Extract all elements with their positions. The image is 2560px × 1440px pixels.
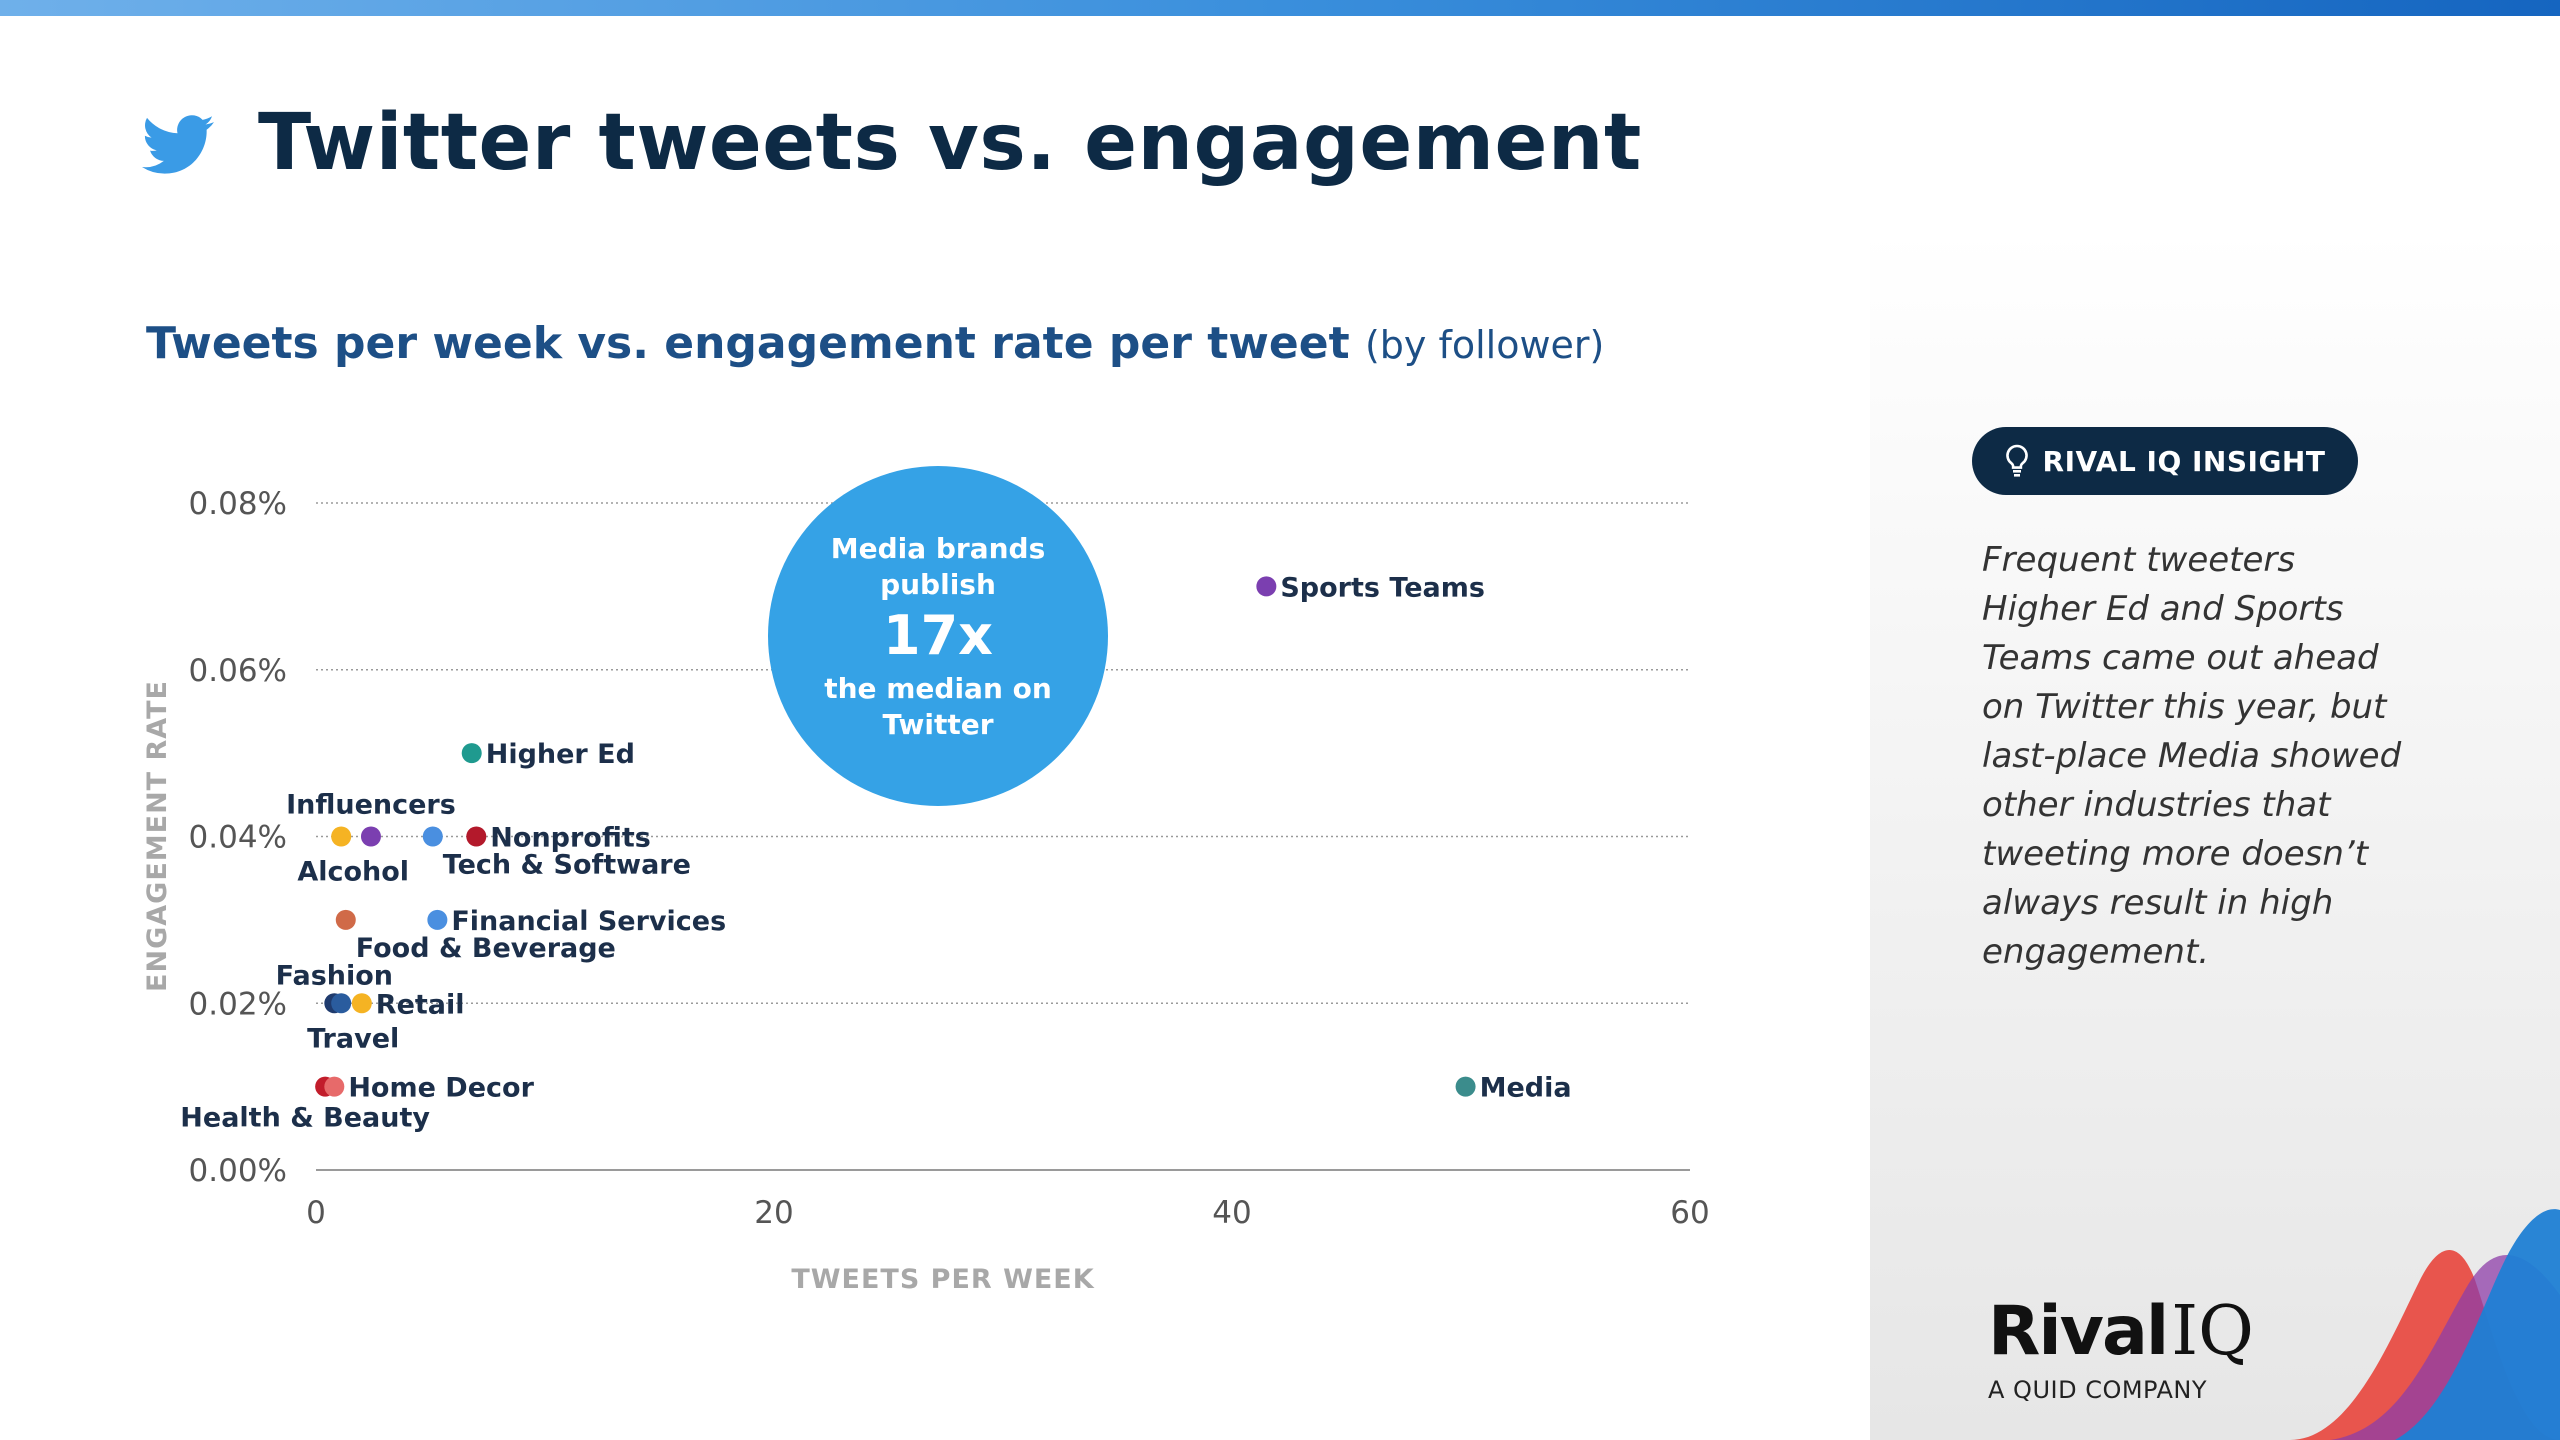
insight-text: Frequent tweeters Higher Ed and Sports T…: [1982, 540, 2402, 972]
data-point-label: Financial Services: [451, 906, 726, 937]
data-point: [461, 743, 482, 764]
insight-badge: RIVAL IQ INSIGHT: [1972, 427, 2358, 495]
chart-subtitle: Tweets per week vs. engagement rate per …: [146, 318, 1604, 369]
data-point-label: Nonprofits: [490, 823, 651, 854]
data-point: [422, 826, 443, 847]
callout-text-line2: publish: [880, 568, 996, 601]
y-tick-label: 0.04%: [189, 820, 287, 856]
data-point: [351, 993, 372, 1014]
x-tick-label: 60: [1670, 1195, 1709, 1231]
data-point: [1256, 576, 1277, 597]
y-tick-label: 0.08%: [189, 486, 287, 522]
callout-text-line4: Twitter: [882, 708, 993, 741]
x-tick-label: 0: [306, 1195, 326, 1231]
logo-tagline: A QUID COMPANY: [1988, 1376, 2208, 1404]
data-point-label: Media: [1480, 1073, 1572, 1104]
insight-badge-label: RIVAL IQ INSIGHT: [2042, 444, 2326, 478]
x-axis-title: TWEETS PER WEEK: [791, 1264, 1094, 1295]
data-point-label: Alcohol: [297, 857, 409, 888]
data-point-label: Home Decor: [348, 1073, 534, 1104]
x-tick-label: 40: [1212, 1195, 1251, 1231]
callout-text-line3: the median on: [824, 672, 1052, 705]
data-point: [427, 909, 448, 930]
x-tick-label: 20: [754, 1195, 793, 1231]
data-point-label: Sports Teams: [1280, 572, 1485, 603]
y-tick-label: 0.00%: [189, 1153, 287, 1189]
brand-wave-graphic: [2290, 1209, 2560, 1440]
callout-bubble: [768, 466, 1108, 806]
top-accent-bar: [0, 0, 2560, 16]
data-point-label: Travel: [307, 1023, 399, 1054]
data-point-label: Health & Beauty: [180, 1103, 430, 1134]
logo-wordmark-iq: IQ: [2171, 1292, 2254, 1371]
data-point: [331, 993, 352, 1014]
data-point-label: Food & Beverage: [356, 933, 616, 964]
data-point: [360, 826, 381, 847]
data-point: [331, 826, 352, 847]
twitter-bird-icon: [142, 115, 214, 174]
chart-subtitle-main: Tweets per week vs. engagement rate per …: [146, 318, 1350, 369]
y-axis-title: ENGAGEMENT RATE: [142, 680, 173, 992]
data-point-label: Influencers: [286, 790, 456, 821]
page-title: Twitter tweets vs. engagement: [258, 98, 1642, 188]
scatter-chart: 0.00% 0.02% 0.04% 0.06% 0.08% 0 20 40 60 TWEETS P…: [142, 466, 1710, 1295]
data-point: [324, 1076, 345, 1097]
logo-wordmark-rival: Rival: [1988, 1292, 2169, 1371]
data-point-label: Tech & Software: [443, 850, 691, 881]
data-point-label: Higher Ed: [486, 739, 635, 770]
callout-value: 17x: [883, 604, 993, 667]
data-point-label: Fashion: [276, 960, 393, 991]
rival-iq-logo: RivalIQ A QUID COMPANY: [1988, 1298, 2254, 1405]
callout-text-line1: Media brands: [831, 532, 1046, 565]
data-point: [466, 826, 487, 847]
data-point-label: Retail: [376, 989, 465, 1020]
data-point: [335, 909, 356, 930]
y-tick-label: 0.02%: [189, 986, 287, 1022]
y-tick-label: 0.06%: [189, 653, 287, 689]
chart-subtitle-note: (by follower): [1364, 323, 1605, 367]
data-point: [1455, 1076, 1476, 1097]
lightbulb-icon: [2005, 444, 2028, 477]
